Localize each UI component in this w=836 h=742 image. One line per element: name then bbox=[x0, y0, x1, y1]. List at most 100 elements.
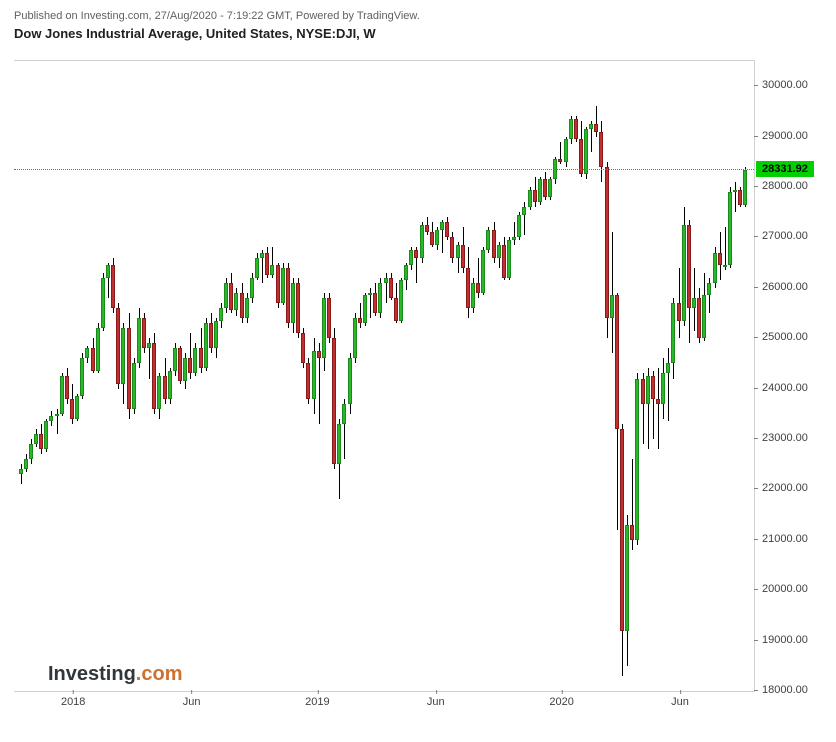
candle-body bbox=[147, 343, 151, 348]
candle-body bbox=[471, 283, 475, 308]
candle-body bbox=[121, 328, 125, 383]
candle-body bbox=[445, 222, 449, 237]
watermark-logo: Investing.com bbox=[44, 661, 186, 688]
candle-body bbox=[168, 371, 172, 399]
plot-region[interactable] bbox=[14, 60, 755, 692]
y-tick-label: 26000.00 bbox=[756, 281, 808, 293]
candle-body bbox=[564, 139, 568, 162]
candle-wick bbox=[658, 368, 659, 449]
candle-body bbox=[219, 308, 223, 321]
candle-body bbox=[610, 295, 614, 318]
candle-body bbox=[492, 230, 496, 258]
candle-body bbox=[502, 245, 506, 278]
candle-body bbox=[281, 268, 285, 303]
chart-header: Published on Investing.com, 27/Aug/2020 … bbox=[0, 0, 836, 24]
candle-body bbox=[589, 124, 593, 129]
candle-body bbox=[49, 416, 53, 421]
candle-body bbox=[342, 404, 346, 424]
candle-body bbox=[461, 245, 465, 268]
candle-body bbox=[214, 321, 218, 349]
candle-wick bbox=[596, 106, 597, 136]
y-tick-label: 21000.00 bbox=[756, 533, 808, 545]
candle-body bbox=[234, 293, 238, 311]
candle-body bbox=[507, 240, 511, 278]
candle-body bbox=[497, 245, 501, 258]
y-tick-label: 19000.00 bbox=[756, 634, 808, 646]
candle-body bbox=[85, 348, 89, 358]
candle-body bbox=[651, 376, 655, 399]
candle-body bbox=[178, 348, 182, 381]
y-tick-label: 28000.00 bbox=[756, 180, 808, 192]
candle-body bbox=[394, 298, 398, 321]
candle-wick bbox=[21, 464, 22, 484]
candle-body bbox=[96, 328, 100, 371]
chart-title: Dow Jones Industrial Average, United Sta… bbox=[0, 24, 836, 49]
candle-body bbox=[682, 225, 686, 321]
candle-body bbox=[152, 343, 156, 409]
candle-body bbox=[270, 265, 274, 275]
candle-body bbox=[286, 268, 290, 323]
candle-body bbox=[687, 225, 691, 308]
candle-body bbox=[425, 225, 429, 233]
candle-body bbox=[481, 250, 485, 293]
candle-body bbox=[630, 525, 634, 540]
candle-body bbox=[296, 283, 300, 333]
candle-body bbox=[111, 265, 115, 308]
candle-body bbox=[142, 318, 146, 348]
candle-body bbox=[163, 376, 167, 399]
candle-wick bbox=[57, 409, 58, 434]
candle-wick bbox=[514, 222, 515, 245]
candle-body bbox=[707, 283, 711, 296]
candle-body bbox=[209, 323, 213, 348]
x-tick-label: 2019 bbox=[305, 696, 329, 708]
candle-body bbox=[450, 237, 454, 257]
chart-area[interactable]: 18000.0019000.0020000.0021000.0022000.00… bbox=[14, 60, 822, 728]
x-axis: 2018Jun2019Jun2020Jun bbox=[14, 692, 754, 722]
candle-body bbox=[466, 268, 470, 308]
candle-body bbox=[486, 230, 490, 250]
candle-body bbox=[245, 298, 249, 318]
candle-body bbox=[70, 399, 74, 419]
candle-body bbox=[373, 293, 377, 313]
candle-body bbox=[199, 348, 203, 368]
candle-body bbox=[723, 265, 727, 267]
candle-body bbox=[188, 358, 192, 373]
y-tick-label: 30000.00 bbox=[756, 79, 808, 91]
candle-body bbox=[620, 429, 624, 631]
x-tick-label: Jun bbox=[427, 696, 445, 708]
candle-body bbox=[60, 376, 64, 414]
candle-body bbox=[229, 283, 233, 311]
candle-body bbox=[317, 351, 321, 359]
candle-body bbox=[522, 207, 526, 215]
candle-body bbox=[368, 293, 372, 296]
candle-body bbox=[517, 215, 521, 238]
candle-body bbox=[34, 434, 38, 444]
y-tick-label: 24000.00 bbox=[756, 382, 808, 394]
candle-body bbox=[543, 179, 547, 197]
candle-body bbox=[625, 525, 629, 631]
candle-body bbox=[656, 399, 660, 404]
candle-body bbox=[29, 444, 33, 459]
candle-body bbox=[548, 179, 552, 197]
candle-body bbox=[193, 348, 197, 373]
candle-body bbox=[594, 124, 598, 132]
candle-body bbox=[728, 192, 732, 265]
candle-body bbox=[692, 298, 696, 308]
candle-body bbox=[353, 318, 357, 358]
candle-body bbox=[533, 190, 537, 203]
candle-body bbox=[399, 280, 403, 320]
candle-body bbox=[414, 250, 418, 258]
candle-body bbox=[250, 278, 254, 298]
watermark-suffix: .com bbox=[136, 663, 183, 685]
candle-body bbox=[157, 376, 161, 409]
candle-body bbox=[255, 258, 259, 278]
candle-body bbox=[538, 179, 542, 202]
candle-body bbox=[91, 348, 95, 371]
candle-body bbox=[666, 363, 670, 373]
candle-body bbox=[738, 190, 742, 205]
candle-body bbox=[584, 129, 588, 174]
candle-body bbox=[389, 278, 393, 298]
candle-body bbox=[646, 376, 650, 404]
candle-body bbox=[435, 230, 439, 245]
candle-body bbox=[430, 232, 434, 245]
